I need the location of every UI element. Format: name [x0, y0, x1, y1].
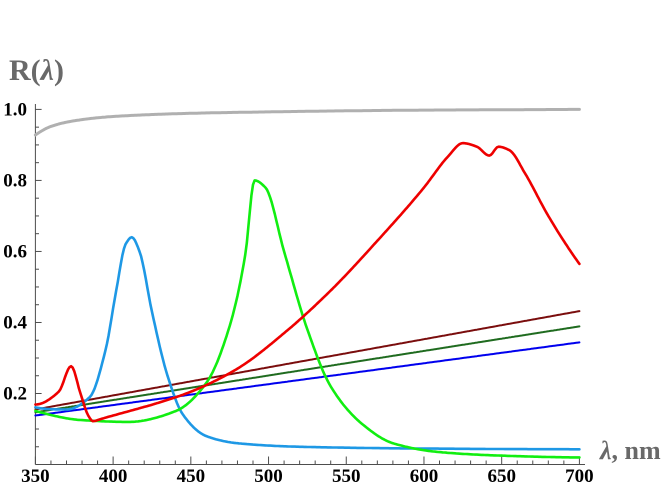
- svg-text:λ, nm: λ, nm: [599, 436, 661, 465]
- svg-text:550: 550: [332, 466, 361, 487]
- svg-text:700: 700: [565, 466, 594, 487]
- svg-text:450: 450: [177, 466, 206, 487]
- svg-text:1.0: 1.0: [3, 99, 27, 120]
- svg-text:350: 350: [21, 466, 50, 487]
- svg-text:0.4: 0.4: [3, 312, 27, 333]
- svg-text:R(λ): R(λ): [9, 54, 64, 87]
- svg-text:600: 600: [410, 466, 439, 487]
- svg-text:0.6: 0.6: [3, 241, 27, 262]
- svg-text:400: 400: [99, 466, 128, 487]
- svg-text:0.8: 0.8: [3, 170, 27, 191]
- svg-text:0.2: 0.2: [3, 384, 27, 405]
- svg-text:500: 500: [254, 466, 283, 487]
- svg-text:650: 650: [487, 466, 516, 487]
